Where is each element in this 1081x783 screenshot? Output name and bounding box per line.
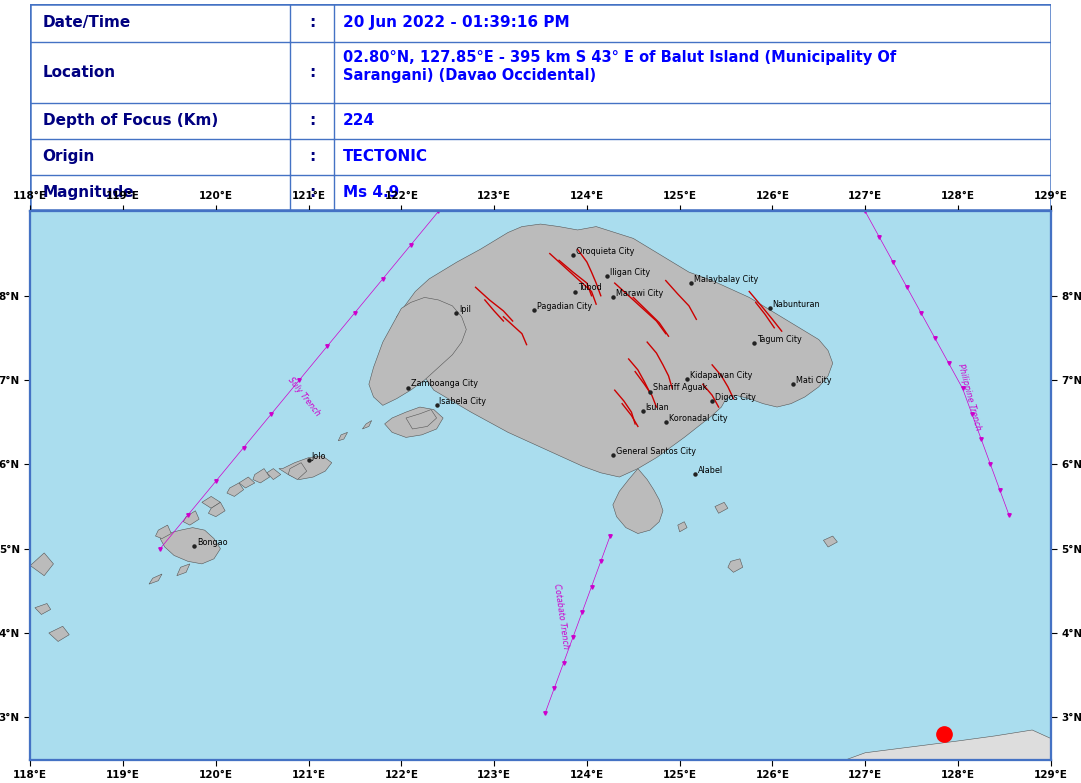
Text: Digos City: Digos City — [715, 393, 756, 402]
Text: :: : — [309, 16, 316, 31]
Polygon shape — [279, 456, 332, 479]
Text: :: : — [309, 114, 316, 128]
Text: General Santos City: General Santos City — [616, 447, 696, 456]
Text: :: : — [309, 150, 316, 164]
Polygon shape — [846, 730, 1051, 760]
Polygon shape — [30, 553, 53, 576]
Text: Tubod: Tubod — [577, 283, 601, 292]
Polygon shape — [369, 298, 466, 406]
Text: Origin: Origin — [42, 150, 95, 164]
Text: Koronadal City: Koronadal City — [668, 414, 728, 423]
Text: Pagadian City: Pagadian City — [537, 301, 592, 311]
Text: Jolo: Jolo — [311, 452, 325, 460]
Text: Date/Time: Date/Time — [42, 16, 131, 31]
Text: Zamboanga City: Zamboanga City — [411, 379, 478, 388]
Text: Oroquieta City: Oroquieta City — [576, 247, 635, 256]
Text: Magnitude: Magnitude — [42, 185, 134, 200]
Text: 02.80°N, 127.85°E - 395 km S 43° E of Balut Island (Municipality Of
Sarangani) (: 02.80°N, 127.85°E - 395 km S 43° E of Ba… — [343, 50, 896, 83]
Polygon shape — [715, 503, 728, 514]
Polygon shape — [678, 521, 688, 532]
Polygon shape — [209, 503, 225, 517]
Polygon shape — [156, 525, 171, 539]
Polygon shape — [824, 536, 838, 547]
Text: Kidapawan City: Kidapawan City — [690, 371, 752, 380]
Polygon shape — [177, 564, 190, 576]
Polygon shape — [362, 420, 372, 429]
Polygon shape — [184, 511, 199, 525]
Text: 224: 224 — [343, 114, 375, 128]
Text: Bongao: Bongao — [197, 538, 228, 547]
Polygon shape — [239, 477, 255, 488]
Polygon shape — [253, 468, 269, 483]
Text: Iligan City: Iligan City — [610, 268, 650, 277]
Polygon shape — [728, 559, 743, 572]
Text: Philippine Trench: Philippine Trench — [956, 363, 983, 431]
Polygon shape — [49, 626, 69, 641]
Text: Ipil: Ipil — [458, 305, 470, 314]
Text: Malaybalay City: Malaybalay City — [694, 275, 758, 283]
Polygon shape — [267, 468, 281, 479]
Text: Suly Trench: Suly Trench — [286, 376, 322, 418]
Text: :: : — [309, 185, 316, 200]
Polygon shape — [149, 574, 162, 584]
Text: Alabel: Alabel — [698, 466, 723, 475]
Text: Ms 4.9: Ms 4.9 — [343, 185, 399, 200]
Text: :: : — [309, 65, 316, 80]
Text: Marawi City: Marawi City — [616, 289, 663, 298]
Text: TECTONIC: TECTONIC — [343, 150, 427, 164]
Text: Isulan: Isulan — [645, 403, 669, 412]
Polygon shape — [397, 224, 832, 477]
Text: Isabela City: Isabela City — [439, 397, 486, 406]
Text: Nabunturan: Nabunturan — [773, 300, 819, 309]
Text: Depth of Focus (Km): Depth of Focus (Km) — [42, 114, 217, 128]
Polygon shape — [35, 604, 51, 615]
Text: Tagum City: Tagum City — [757, 334, 801, 344]
Text: Cotabato Trench: Cotabato Trench — [552, 583, 570, 649]
Polygon shape — [406, 410, 437, 429]
Text: Shariff Aguak: Shariff Aguak — [653, 384, 707, 392]
Polygon shape — [289, 463, 307, 479]
Polygon shape — [160, 528, 221, 564]
Polygon shape — [202, 496, 221, 508]
Text: Mati City: Mati City — [796, 376, 831, 385]
Polygon shape — [385, 407, 443, 438]
Text: 20 Jun 2022 - 01:39:16 PM: 20 Jun 2022 - 01:39:16 PM — [343, 16, 570, 31]
Polygon shape — [338, 432, 347, 441]
Text: Location: Location — [42, 65, 116, 80]
Polygon shape — [613, 468, 663, 533]
Polygon shape — [227, 483, 243, 496]
